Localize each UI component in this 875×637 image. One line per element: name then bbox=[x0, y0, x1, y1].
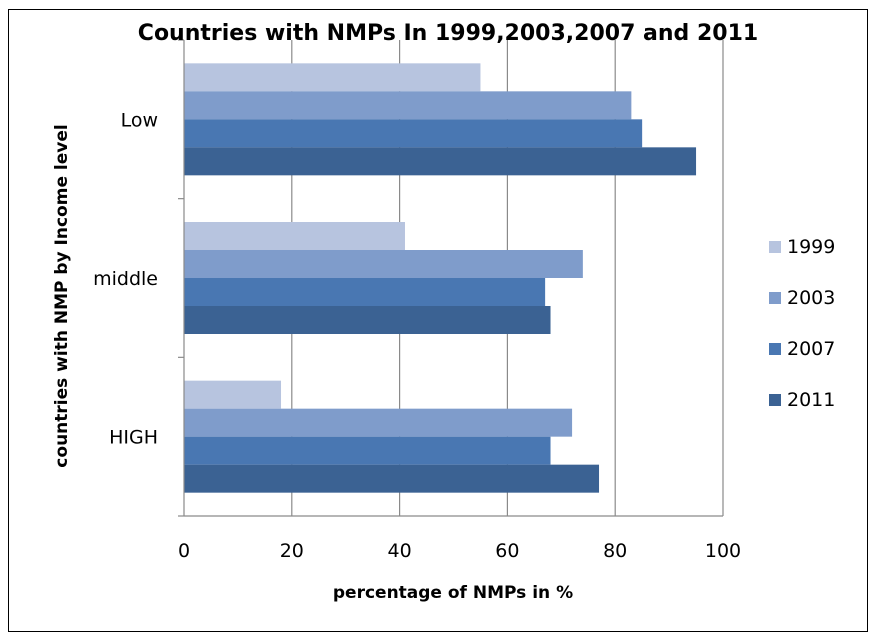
x-tick-label-60: 60 bbox=[495, 540, 519, 562]
axes: 0 20 40 60 80 100 HIGH middle Low bbox=[93, 39, 741, 562]
legend-label-2011: 2011 bbox=[787, 389, 835, 411]
y-tick-label-high: HIGH bbox=[109, 427, 158, 449]
bar-low-2011 bbox=[184, 147, 697, 176]
y-axis-title: countries with NMP by Income level bbox=[52, 124, 72, 467]
x-tick-label-0: 0 bbox=[178, 540, 190, 562]
bar-middle-2011 bbox=[184, 306, 551, 334]
y-tick-label-middle: middle bbox=[93, 268, 158, 290]
bar-middle-2003 bbox=[184, 250, 583, 278]
legend-label-1999: 1999 bbox=[787, 236, 835, 258]
bar-low-1999 bbox=[184, 63, 481, 92]
bar-high-1999 bbox=[184, 380, 282, 409]
legend-swatch-1999 bbox=[769, 241, 781, 253]
legend-swatch-2003 bbox=[769, 292, 781, 304]
bar-middle-1999 bbox=[184, 222, 405, 250]
x-tick-label-100: 100 bbox=[705, 540, 741, 562]
bar-low-2003 bbox=[184, 91, 632, 120]
legend-swatch-2011 bbox=[769, 394, 781, 406]
x-tick-label-80: 80 bbox=[603, 540, 627, 562]
legend-swatch-2007 bbox=[769, 343, 781, 355]
bar-high-2003 bbox=[184, 408, 573, 437]
legend-label-2007: 2007 bbox=[787, 338, 835, 360]
x-axis-title: percentage of NMPs in % bbox=[333, 583, 573, 603]
x-tick-label-40: 40 bbox=[388, 540, 412, 562]
y-tick-label-low: Low bbox=[121, 109, 158, 131]
bar-high-2011 bbox=[184, 464, 600, 493]
chart-title: Countries with NMPs In 1999,2003,2007 an… bbox=[138, 21, 758, 46]
bar-middle-2007 bbox=[184, 278, 546, 306]
bar-high-2007 bbox=[184, 436, 551, 465]
legend: 1999 2003 2007 2011 bbox=[769, 236, 835, 411]
legend-label-2003: 2003 bbox=[787, 287, 835, 309]
bar-low-2007 bbox=[184, 119, 643, 148]
bars bbox=[184, 63, 697, 493]
x-tick-label-20: 20 bbox=[280, 540, 304, 562]
